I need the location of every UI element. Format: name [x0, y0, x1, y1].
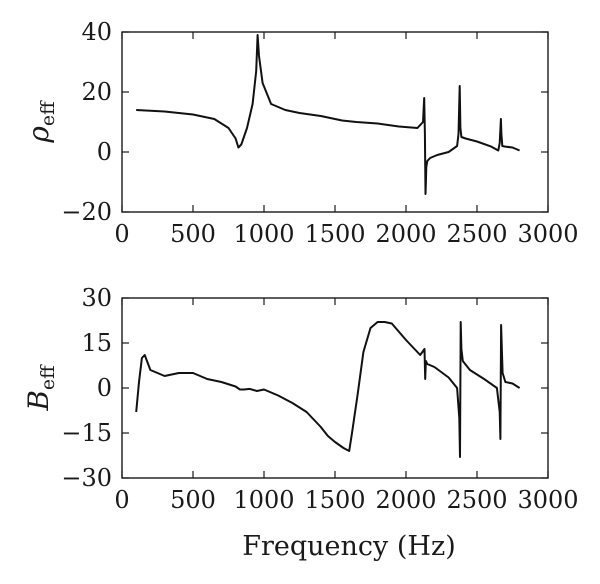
series-line — [135, 321, 521, 458]
x-tick-label: 1500 — [304, 220, 365, 248]
y-axis-title: ρeff — [22, 100, 59, 144]
y-axis-symbol: ρ — [22, 126, 55, 144]
y-tick-label: 15 — [81, 329, 112, 357]
plot-frame — [121, 31, 549, 213]
x-tick-label: 500 — [170, 220, 216, 248]
x-axis-title: Frequency (Hz) — [242, 531, 455, 562]
x-tick-label: 1000 — [233, 220, 294, 248]
x-tick-label: 1000 — [233, 486, 294, 514]
x-tick-label: 500 — [170, 486, 216, 514]
y-axis-subscript: eff — [37, 364, 59, 390]
y-tick-label: 40 — [81, 18, 112, 46]
plot-frame — [121, 297, 549, 479]
x-tick-label: 3000 — [517, 220, 578, 248]
y-tick-label: 20 — [81, 78, 112, 106]
y-axis-title: Beff — [22, 364, 59, 412]
y-axis-symbol: B — [22, 390, 55, 412]
x-tick-label: 3000 — [517, 486, 578, 514]
y-tick-label: −15 — [61, 419, 112, 447]
series-line — [136, 34, 520, 195]
x-tick-label: 0 — [114, 220, 129, 248]
x-tick-label: 1500 — [304, 486, 365, 514]
y-axis-subscript: eff — [37, 100, 59, 126]
y-tick-label: 0 — [97, 374, 112, 402]
x-tick-label: 2000 — [375, 220, 436, 248]
y-tick-label: 30 — [81, 284, 112, 312]
x-tick-label: 2000 — [375, 486, 436, 514]
y-tick-label: 0 — [97, 138, 112, 166]
x-tick-label: 2500 — [446, 486, 507, 514]
y-tick-label: −20 — [61, 198, 112, 226]
b-eff-panel: 0 500 1000 1500 2000 2500 3000 −30 −15 0 15 30 Beff — [22, 284, 579, 514]
x-tick-label: 0 — [114, 486, 129, 514]
y-tick-label: −30 — [61, 464, 112, 492]
x-tick-label: 2500 — [446, 220, 507, 248]
